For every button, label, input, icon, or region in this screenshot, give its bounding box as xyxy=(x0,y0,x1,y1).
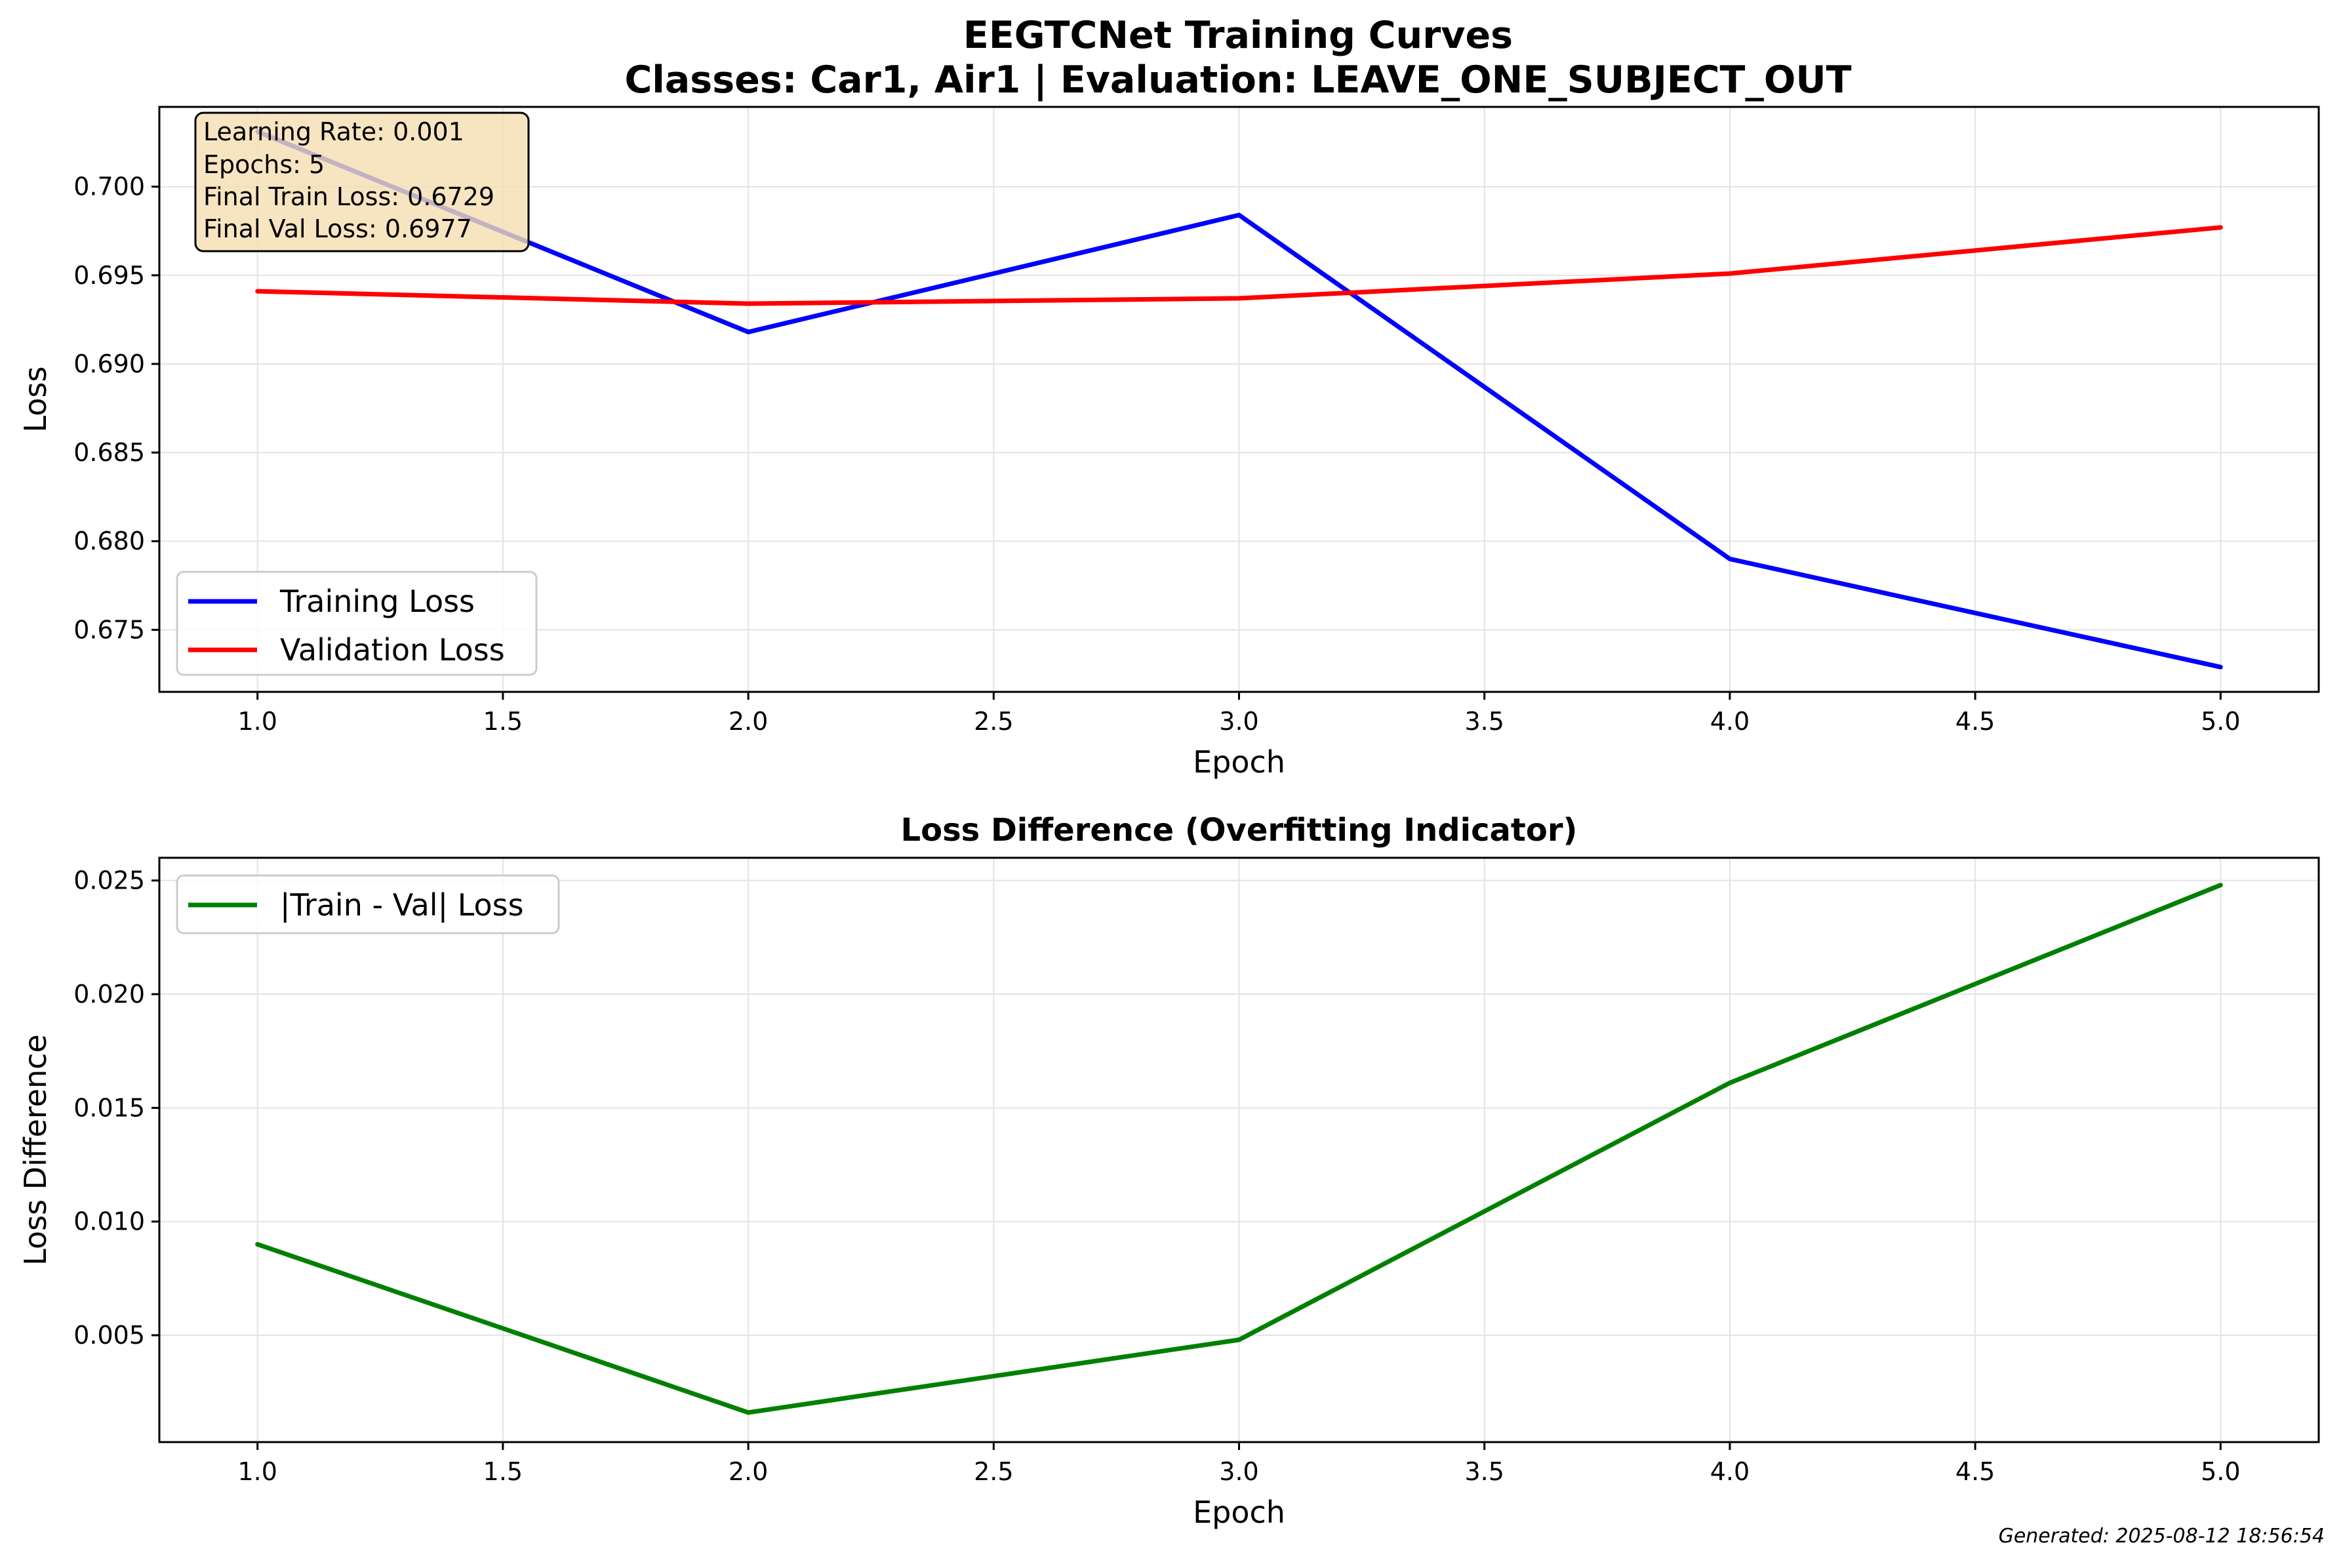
x-tick-label: 1.0 xyxy=(237,1457,277,1486)
x-tick-label: 1.5 xyxy=(483,707,523,736)
figure-title-line2: Classes: Car1, Air1 | Evaluation: LEAVE_… xyxy=(624,58,1851,102)
loss-difference-panel: 1.0 1.5 2.0 2.5 3.0 3.5 4.0 4.5 5.0 0.005 0.010 0.0… xyxy=(18,812,2320,1530)
y-tick-label: 0.025 xyxy=(73,866,145,895)
x-tick-label: 2.0 xyxy=(729,1457,768,1486)
legend-label-0: |Train - Val| Loss xyxy=(280,887,524,923)
y-tick-label: 0.690 xyxy=(73,350,145,378)
y-tick-label: 0.005 xyxy=(73,1321,145,1350)
x-tick-label: 1.5 xyxy=(483,1457,523,1486)
series-line-0 xyxy=(255,129,2223,670)
y-axis-label: Loss xyxy=(18,367,53,433)
x-tick-label: 3.5 xyxy=(1464,1457,1504,1486)
y-tick-label: 0.675 xyxy=(73,615,145,644)
y-tick-label: 0.695 xyxy=(73,261,145,290)
series-line-1 xyxy=(255,225,2223,306)
x-tick-label: 4.0 xyxy=(1710,707,1750,736)
generated-timestamp: Generated: 2025-08-12 18:56:54 xyxy=(1999,1525,2325,1548)
y-tick-label: 0.685 xyxy=(73,438,145,467)
x-tick-label: 5.0 xyxy=(2201,707,2240,736)
legend-label-1: Validation Loss xyxy=(280,632,505,668)
x-tick-label: 4.0 xyxy=(1710,1457,1750,1486)
x-tick-label: 3.0 xyxy=(1219,707,1258,736)
info-box: Learning Rate: 0.001 Epochs: 5 Final Tra… xyxy=(194,111,530,252)
x-tick-label: 2.5 xyxy=(974,1457,1013,1486)
x-tick-label: 3.5 xyxy=(1464,707,1504,736)
info-final-train-loss: Final Train Loss: 0.6729 xyxy=(203,182,494,211)
x-axis-label: Epoch xyxy=(1193,1495,1285,1530)
x-tick-label: 3.0 xyxy=(1219,1457,1258,1486)
x-tick-label: 4.5 xyxy=(1955,1457,1995,1486)
x-tick-label: 4.5 xyxy=(1955,707,1995,736)
info-box-frame xyxy=(194,111,530,252)
info-epochs: Epochs: 5 xyxy=(203,150,325,179)
y-tick-label: 0.010 xyxy=(73,1207,145,1236)
y-tick-label: 0.680 xyxy=(73,527,145,555)
x-axis-label: Epoch xyxy=(1193,744,1285,780)
loss-panel: 1.0 1.5 2.0 2.5 3.0 3.5 4.0 4.5 5.0 0.675 0.680 0.6… xyxy=(18,106,2320,780)
info-final-val-loss: Final Val Loss: 0.6977 xyxy=(203,214,472,243)
subplot-title: Loss Difference (Overfitting Indicator) xyxy=(901,812,1578,849)
figure-title-line1: EEGTCNet Training Curves xyxy=(963,14,1513,57)
series-line-0 xyxy=(255,883,2223,1415)
legend-frame xyxy=(176,874,560,935)
y-axis-label: Loss Difference xyxy=(18,1034,53,1266)
x-tick-label: 5.0 xyxy=(2201,1457,2240,1486)
x-tick-label: 1.0 xyxy=(237,707,277,736)
y-tick-label: 0.015 xyxy=(73,1093,145,1122)
info-learning-rate: Learning Rate: 0.001 xyxy=(203,117,464,146)
y-tick-label: 0.700 xyxy=(73,172,145,201)
legend-label-0: Training Loss xyxy=(279,584,475,619)
x-tick-label: 2.0 xyxy=(729,707,768,736)
y-tick-label: 0.020 xyxy=(73,980,145,1009)
legend-frame xyxy=(176,571,538,676)
x-tick-label: 2.5 xyxy=(974,707,1013,736)
